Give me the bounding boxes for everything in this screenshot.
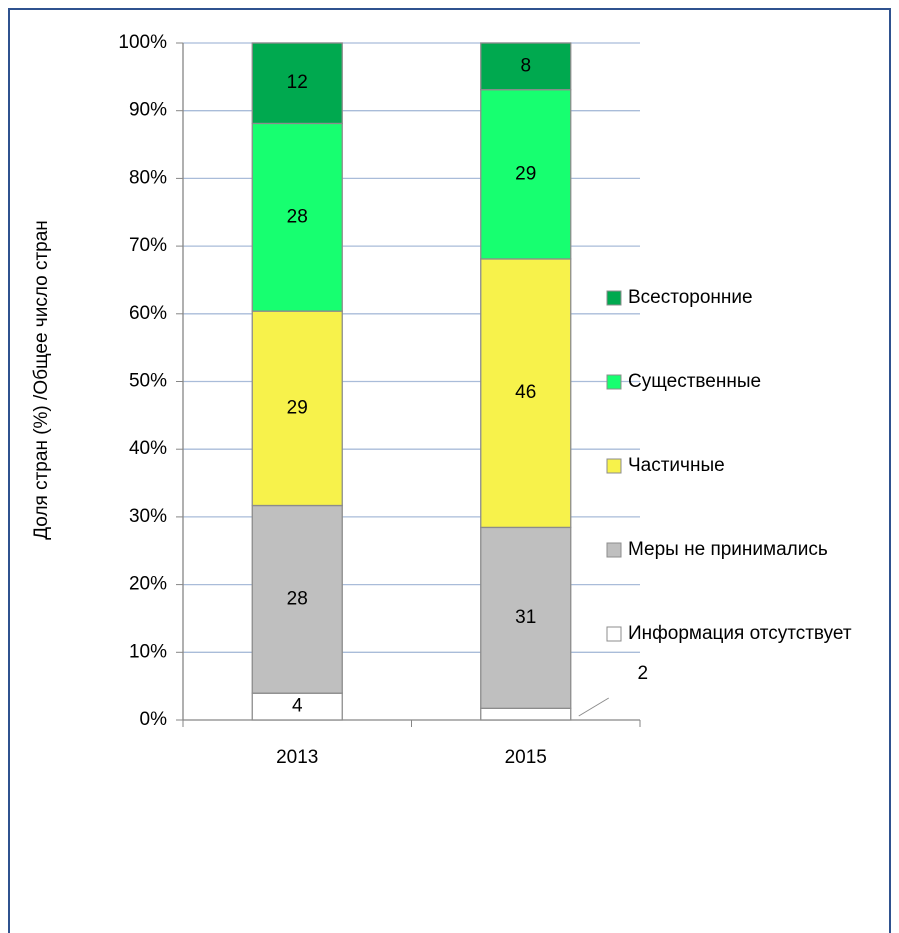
legend-swatch: [606, 458, 622, 474]
frame: [8, 8, 891, 933]
y-tick-label: 20%: [129, 574, 167, 595]
x-tick-label: 2013: [276, 747, 318, 768]
data-label: 2: [637, 663, 648, 684]
data-label: 4: [292, 696, 303, 717]
y-axis-title: Доля стран (%) /Общее число стран: [31, 220, 52, 540]
y-tick-label: 70%: [129, 235, 167, 256]
bar-segment: [251, 504, 343, 694]
bar-segment: [251, 692, 343, 721]
legend-swatch: [606, 374, 622, 390]
data-label: 29: [287, 397, 308, 418]
bar-segment: [251, 122, 343, 312]
data-label: 28: [287, 206, 308, 227]
leader-line: [578, 697, 610, 717]
bar-segment: [251, 42, 343, 125]
bar-segment: [480, 707, 572, 721]
y-tick-label: 30%: [129, 506, 167, 527]
y-tick-label: 100%: [118, 32, 167, 53]
x-tick-label: 2015: [505, 747, 547, 768]
legend-label: Существенные: [628, 371, 761, 392]
y-tick-label: 0%: [140, 709, 168, 730]
bar-segment: [251, 310, 343, 507]
legend-swatch: [606, 542, 622, 558]
legend-label: Информация отсутствует: [628, 623, 852, 644]
legend-swatch: [606, 626, 622, 642]
y-tick-label: 10%: [129, 641, 167, 662]
data-label: 31: [515, 607, 536, 628]
bar-segment: [480, 258, 572, 529]
bar-segment: [480, 526, 572, 709]
data-label: 28: [287, 588, 308, 609]
y-tick-label: 60%: [129, 303, 167, 324]
y-tick-label: 50%: [129, 371, 167, 392]
legend-swatch: [606, 290, 622, 306]
legend-label: Частичные: [628, 455, 725, 476]
data-label: 12: [287, 72, 308, 93]
data-label: 46: [515, 382, 536, 403]
y-tick-label: 90%: [129, 100, 167, 121]
y-tick-label: 80%: [129, 167, 167, 188]
bar-segment: [480, 42, 572, 91]
data-label: 8: [520, 55, 531, 76]
y-tick-label: 40%: [129, 438, 167, 459]
bar-segment: [480, 89, 572, 260]
legend-label: Всесторонние: [628, 287, 753, 308]
data-label: 29: [515, 163, 536, 184]
legend-label: Меры не принимались: [628, 539, 828, 560]
